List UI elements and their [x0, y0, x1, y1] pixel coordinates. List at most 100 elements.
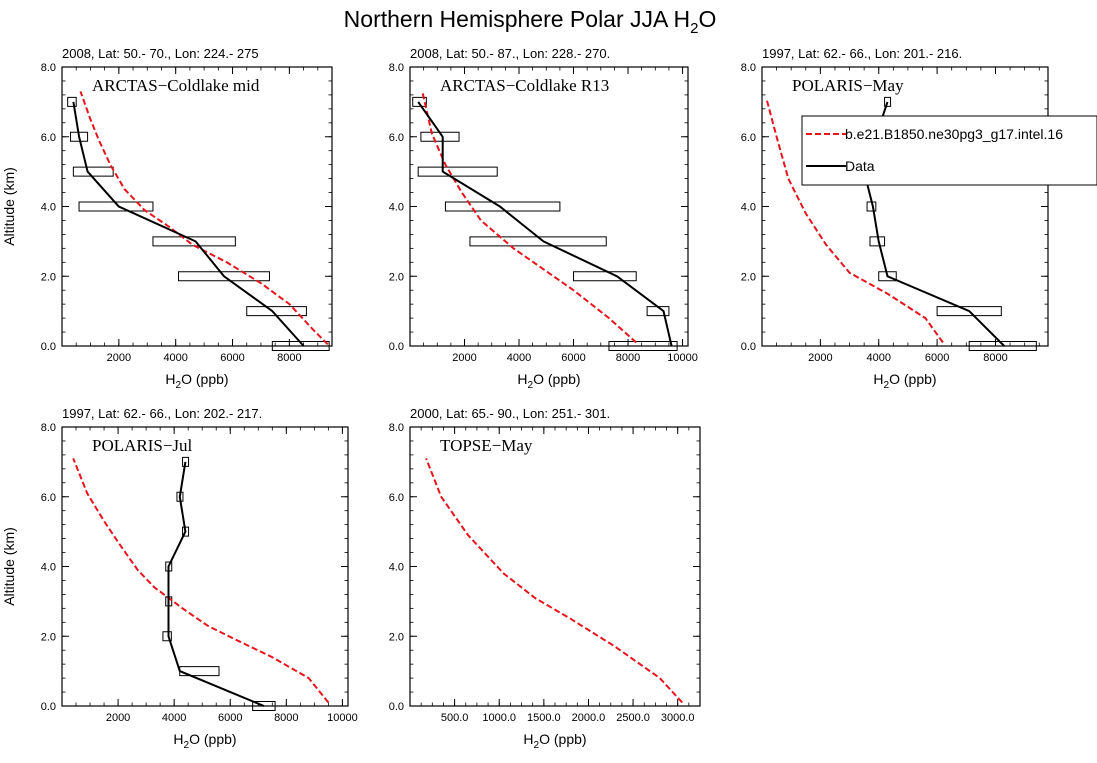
y-tick-label: 4.0	[741, 202, 756, 214]
x-tick-label: 8000	[983, 352, 1007, 364]
y-tick-label: 6.0	[41, 132, 56, 144]
panel-header: 2008, Lat: 50.- 70., Lon: 224.- 275	[62, 46, 259, 61]
obs-range-box	[444, 201, 561, 212]
model-series-line	[79, 91, 329, 346]
model-series-line	[421, 91, 637, 344]
y-tick-label: 0.0	[389, 341, 404, 353]
y-tick-label: 8.0	[389, 422, 404, 434]
x-tick-label: 2000	[106, 712, 130, 724]
x-tick-label: 6000	[218, 712, 242, 724]
y-tick-label: 8.0	[389, 62, 404, 74]
obs-range-box	[178, 271, 270, 282]
y-tick-label: 0.0	[741, 341, 756, 353]
obs-series-line	[72, 101, 305, 347]
y-tick-label: 6.0	[741, 132, 756, 144]
obs-range-box	[72, 166, 114, 177]
panel-header: 2008, Lat: 50.- 87., Lon: 228.- 270.	[410, 46, 610, 61]
obs-series-line	[167, 461, 265, 707]
x-tick-label: 2000	[808, 352, 832, 364]
obs-range-box	[162, 631, 172, 642]
y-tick-label: 0.0	[41, 341, 56, 353]
x-tick-label: 8000	[277, 352, 301, 364]
obs-range-box	[252, 701, 276, 711]
x-tick-label: 3000.0	[661, 712, 695, 724]
y-tick-label: 8.0	[741, 62, 756, 74]
x-axis-label: H2O (ppb)	[523, 731, 586, 751]
y-tick-label: 4.0	[41, 202, 56, 214]
obs-range-box	[936, 306, 1002, 317]
y-tick-label: 4.0	[389, 562, 404, 574]
obs-range-box	[573, 271, 637, 282]
y-tick-label: 6.0	[41, 492, 56, 504]
campaign-label: POLARIS−May	[792, 76, 904, 95]
model-series-line	[765, 98, 944, 344]
model-series-line	[425, 458, 683, 704]
y-axis-label: Altitude (km)	[1, 167, 17, 246]
y-tick-label: 2.0	[389, 631, 404, 643]
panel-4: 1997, Lat: 62.- 66., Lon: 202.- 217. POLA…	[1, 406, 358, 751]
x-axis-label: H2O (ppb)	[165, 371, 228, 391]
y-tick-label: 4.0	[389, 202, 404, 214]
x-tick-label: 2500.0	[616, 712, 650, 724]
panel-1: 2008, Lat: 50.- 70., Lon: 224.- 275 ARCTA…	[1, 46, 333, 391]
x-tick-label: 8000	[616, 352, 640, 364]
legend-data-label: Data	[845, 158, 875, 174]
x-tick-label: 6000	[220, 352, 244, 364]
panel-header: 1997, Lat: 62.- 66., Lon: 201.- 216.	[762, 46, 962, 61]
figure-title: Northern Hemisphere Polar JJA H2O	[344, 6, 717, 37]
obs-range-box	[968, 341, 1037, 351]
panel-5: 2000, Lat: 65.- 90., Lon: 251.- 301. TOPS…	[389, 406, 701, 751]
x-tick-label: 500.0	[441, 712, 469, 724]
obs-range-box	[608, 341, 678, 351]
y-axis-label: Altitude (km)	[1, 527, 17, 606]
obs-range-box	[412, 96, 427, 107]
plot-frame	[61, 66, 333, 347]
campaign-label: ARCTAS−Coldlake mid	[92, 76, 260, 95]
obs-series-line	[417, 101, 673, 347]
x-tick-label: 10000	[327, 712, 358, 724]
campaign-label: TOPSE−May	[440, 436, 533, 455]
y-tick-label: 8.0	[41, 422, 56, 434]
x-tick-label: 4000	[507, 352, 531, 364]
plot-frame	[409, 426, 701, 707]
plot-frame	[409, 66, 689, 347]
x-axis-label: H2O (ppb)	[173, 731, 236, 751]
y-tick-label: 4.0	[41, 562, 56, 574]
x-tick-label: 2000	[107, 352, 131, 364]
x-tick-label: 8000	[274, 712, 298, 724]
x-tick-label: 1000.0	[482, 712, 516, 724]
x-axis-label: H2O (ppb)	[517, 371, 580, 391]
legend: b.e21.B1850.ne30pg3_g17.intel.16 Data	[801, 115, 1097, 186]
plot-frame	[61, 426, 349, 707]
x-tick-label: 6000	[561, 352, 585, 364]
model-series-line	[72, 458, 330, 704]
panel-3: 1997, Lat: 62.- 66., Lon: 201.- 216. POLA…	[741, 46, 1049, 391]
y-tick-label: 2.0	[41, 271, 56, 283]
x-tick-label: 2000	[452, 352, 476, 364]
obs-range-box	[417, 166, 498, 177]
y-tick-label: 2.0	[41, 631, 56, 643]
obs-range-box	[878, 271, 897, 282]
x-tick-label: 4000	[163, 352, 187, 364]
x-tick-label: 2000.0	[572, 712, 606, 724]
x-axis-label: H2O (ppb)	[873, 371, 936, 391]
y-tick-label: 0.0	[41, 701, 56, 713]
x-tick-label: 1500.0	[527, 712, 561, 724]
x-tick-label: 6000	[925, 352, 949, 364]
campaign-label: POLARIS−Jul	[92, 436, 193, 455]
legend-box	[801, 115, 1097, 186]
y-tick-label: 2.0	[389, 271, 404, 283]
x-tick-label: 4000	[866, 352, 890, 364]
panel-2: 2008, Lat: 50.- 87., Lon: 228.- 270. ARCT…	[389, 46, 698, 391]
campaign-label: ARCTAS−Coldlake R13	[440, 76, 609, 95]
obs-range-box	[246, 306, 307, 317]
x-tick-label: 4000	[162, 712, 186, 724]
y-tick-label: 8.0	[41, 62, 56, 74]
obs-range-box	[67, 96, 77, 107]
obs-range-box	[884, 96, 892, 107]
y-tick-label: 0.0	[389, 701, 404, 713]
x-tick-label: 10000	[667, 352, 698, 364]
y-tick-label: 6.0	[389, 492, 404, 504]
panel-header: 1997, Lat: 62.- 66., Lon: 202.- 217.	[62, 406, 262, 421]
